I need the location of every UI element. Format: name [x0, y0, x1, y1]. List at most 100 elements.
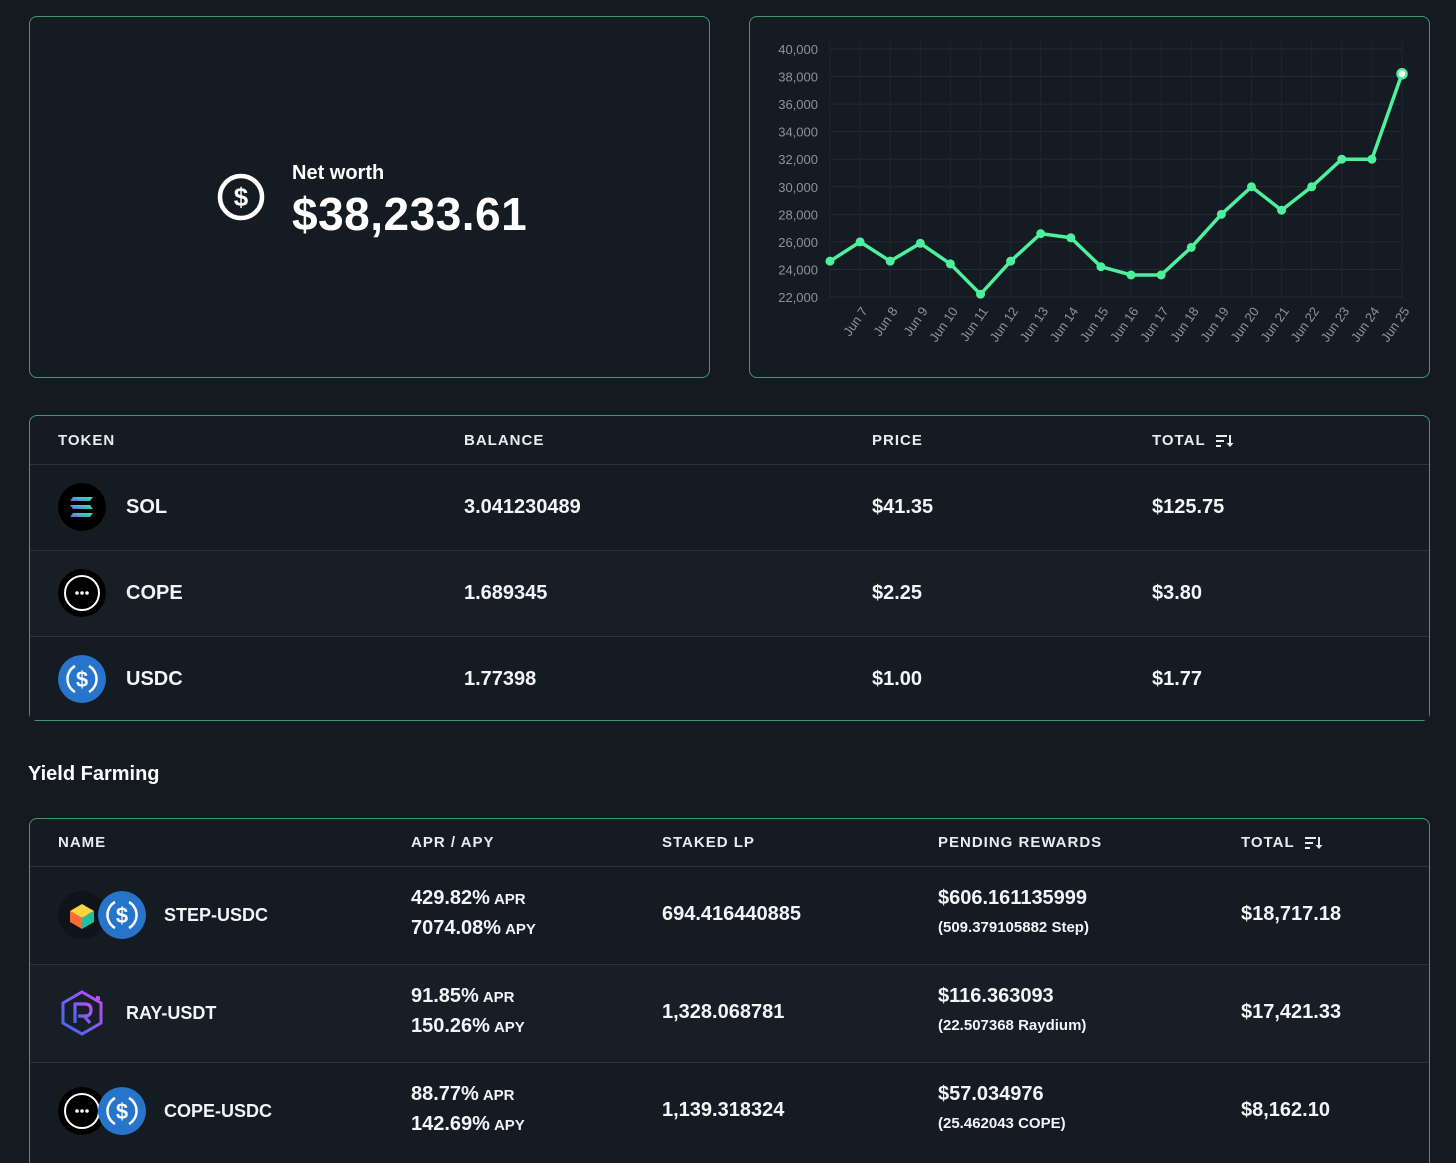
y-tick-label: 36,000	[778, 97, 818, 112]
apr-value: 91.85%	[411, 985, 479, 1007]
x-tick-label: Jun 19	[1197, 304, 1232, 345]
header-apr-apy[interactable]: APR / APY	[411, 834, 495, 851]
data-point	[1186, 242, 1196, 252]
y-tick-label: 22,000	[778, 290, 818, 305]
data-point	[1096, 262, 1106, 272]
divider	[30, 550, 1429, 551]
y-tick-label: 32,000	[778, 152, 818, 167]
x-tick-label: Jun 13	[1017, 304, 1052, 345]
networth-line-chart: 40,000 38,000 36,000 34,000 32,000 30,000 28,0…	[778, 41, 1413, 345]
farm-pending-rewards-detail: (25.462043 COPE)	[938, 1115, 1066, 1132]
x-tick-label: Jun 15	[1077, 304, 1112, 345]
data-point	[825, 256, 835, 266]
usdc-icon: $	[98, 1087, 146, 1135]
divider	[30, 964, 1429, 965]
header-name[interactable]: NAME	[58, 834, 107, 851]
x-tick-label: Jun 24	[1348, 304, 1383, 345]
series-line	[829, 73, 1404, 296]
header-balance[interactable]: BALANCE	[464, 432, 545, 449]
header-total[interactable]: TOTAL	[1241, 834, 1323, 851]
step-icon	[58, 891, 106, 939]
data-point	[1277, 205, 1287, 215]
farm-apr: 91.85% APR	[411, 985, 515, 1008]
svg-text:$: $	[116, 1099, 128, 1124]
farm-total: $17,421.33	[1241, 1001, 1342, 1023]
apr-unit: APR	[482, 1087, 515, 1104]
x-tick-label: Jun 11	[957, 304, 991, 344]
table-row[interactable]: $ USDC 1.77398 $1.00 $1.77	[30, 637, 1429, 720]
x-tick-label: Jun 21	[1257, 304, 1292, 345]
token-price: $1.00	[872, 668, 923, 690]
data-point	[1036, 229, 1046, 239]
farm-apr: 429.82% APR	[411, 887, 526, 910]
data-point	[1396, 68, 1408, 80]
x-tick-label: Jun 25	[1378, 304, 1413, 345]
header-token[interactable]: TOKEN	[58, 432, 116, 449]
x-tick-label: Jun 8	[870, 304, 901, 339]
farm-name: STEP-USDC	[164, 905, 269, 925]
apr-value: 88.77%	[411, 1083, 479, 1105]
divider	[30, 866, 1429, 867]
header-total-label: TOTAL	[1152, 432, 1206, 449]
networth-card: $ Net worth $38,233.61	[29, 16, 710, 378]
sort-icon[interactable]	[1304, 836, 1323, 850]
x-tick-label: Jun 9	[900, 304, 931, 339]
table-row[interactable]: $ STEP-USDC 429.82% APR 7074.08% APY 694.4…	[30, 867, 1429, 964]
x-tick-label: Jun 12	[986, 304, 1021, 345]
data-point	[1066, 233, 1076, 243]
networth-label: Net worth	[292, 162, 385, 184]
farm-name: RAY-USDT	[126, 1003, 217, 1023]
data-point	[885, 256, 895, 266]
apy-value: 7074.08%	[411, 917, 502, 939]
farm-pending-rewards: $57.034976	[938, 1083, 1044, 1105]
table-row[interactable]: RAY-USDT 91.85% APR 150.26% APY 1,328.0687…	[30, 965, 1429, 1062]
data-point	[1367, 154, 1377, 164]
y-tick-label: 34,000	[778, 125, 818, 140]
yield-farming-table: NAME APR / APY STAKED LP PENDING REWARDS…	[29, 818, 1430, 1163]
x-tick-label: Jun 20	[1227, 304, 1262, 345]
x-tick-label: Jun 10	[926, 304, 961, 345]
apy-value: 142.69%	[411, 1113, 490, 1135]
x-tick-label: Jun 18	[1167, 304, 1202, 345]
header-pending-rewards[interactable]: PENDING REWARDS	[938, 834, 1103, 851]
usdc-icon: $	[98, 891, 146, 939]
sol-icon	[58, 483, 106, 531]
farm-pending-rewards-detail: (22.507368 Raydium)	[938, 1017, 1087, 1034]
data-point	[1006, 256, 1016, 266]
table-row[interactable]: SOL 3.041230489 $41.35 $125.75	[30, 465, 1429, 550]
apy-unit: APY	[505, 921, 536, 938]
table-row[interactable]: COPE 1.689345 $2.25 $3.80	[30, 551, 1429, 636]
sort-icon[interactable]	[1215, 434, 1234, 448]
farm-pending-rewards: $116.363093	[938, 985, 1054, 1007]
farm-staked-lp: 694.416440885	[662, 903, 802, 925]
table-row[interactable]: $ COPE-USDC 88.77% APR 142.69% APY 1,139.3…	[30, 1063, 1429, 1160]
data-point	[1216, 209, 1226, 219]
header-staked-lp[interactable]: STAKED LP	[662, 834, 755, 851]
divider	[30, 464, 1429, 465]
data-point	[1307, 182, 1317, 192]
x-tick-label: Jun 23	[1318, 304, 1353, 345]
networth-chart-card: 40,000 38,000 36,000 34,000 32,000 30,000 28,0…	[749, 16, 1430, 378]
header-total-label: TOTAL	[1241, 834, 1295, 851]
svg-text:$: $	[116, 903, 128, 928]
farm-total: $8,162.10	[1241, 1099, 1330, 1121]
farm-apr: 88.77% APR	[411, 1083, 515, 1106]
farm-total: $18,717.18	[1241, 903, 1342, 925]
x-tick-label: Jun 22	[1287, 304, 1322, 345]
header-total[interactable]: TOTAL	[1152, 432, 1234, 449]
x-tick-label: Jun 7	[840, 304, 871, 339]
token-balance: 3.041230489	[464, 496, 581, 518]
svg-text:$: $	[234, 182, 249, 212]
y-tick-label: 40,000	[778, 42, 818, 57]
token-price: $2.25	[872, 582, 923, 604]
y-tick-label: 26,000	[778, 235, 818, 250]
farm-pending-rewards-detail: (509.379105882 Step)	[938, 919, 1089, 936]
header-price[interactable]: PRICE	[872, 432, 923, 449]
token-name: SOL	[126, 496, 168, 518]
y-tick-label: 30,000	[778, 180, 818, 195]
divider	[30, 1062, 1429, 1063]
token-total: $3.80	[1152, 582, 1203, 604]
farm-apy: 150.26% APY	[411, 1015, 525, 1038]
token-name: USDC	[126, 668, 183, 690]
divider	[30, 636, 1429, 637]
